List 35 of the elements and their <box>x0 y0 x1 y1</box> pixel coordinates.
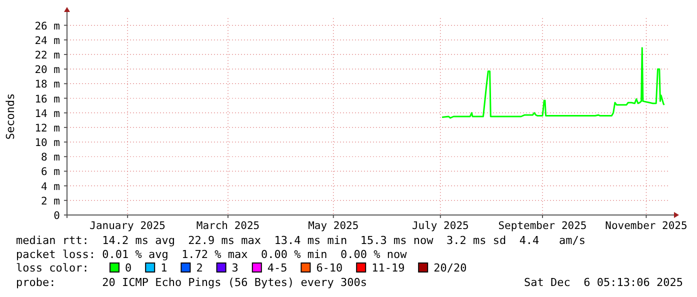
y-tick-label: 0 <box>54 210 60 222</box>
y-tick-label: 18 m <box>34 78 60 91</box>
y-tick-label: 26 m <box>34 20 60 32</box>
legend-label: 3 <box>232 262 238 274</box>
line-series <box>441 47 666 119</box>
x-tick-label: September 2025 <box>498 220 587 232</box>
legend-title: loss color: <box>16 262 89 274</box>
legend-label: 0 <box>125 262 132 274</box>
y-tick-label: 6 m <box>41 166 60 178</box>
y-axis-title: Seconds <box>4 93 17 140</box>
legend-label: 1 <box>160 262 168 274</box>
text: probe: 20 ICMP Echo Pings (56 Bytes) every 300s <box>16 276 367 289</box>
y-tick-label: 10 m <box>34 137 60 150</box>
text: median rtt: 14.2 ms avg 22.9 ms max 13.4 ms min 15.3 ms now 3.2 ms sd 4.4 am/s <box>16 234 586 247</box>
x-tick-label: July 2025 <box>412 220 469 232</box>
y-tick-label: 16 m <box>34 93 60 106</box>
text: packet loss: 0.01 % avg 1.72 % max 0.00 % min 0.00 % now <box>16 248 408 261</box>
legend-label: 4-5 <box>267 262 288 274</box>
x-tick-label: January 2025 <box>90 220 166 232</box>
y-tick-label: 22 m <box>34 49 60 62</box>
y-tick-label: 24 m <box>34 34 60 47</box>
legend-label: 20/20 <box>434 262 467 274</box>
y-tick-label: 20 m <box>34 64 60 76</box>
legend-label: 2 <box>196 262 203 274</box>
y-tick-label: 8 m <box>41 152 60 164</box>
y-tick-label: 4 m <box>41 180 60 193</box>
legend-label: 11-19 <box>372 262 405 274</box>
y-tick-label: 14 m <box>34 108 60 120</box>
text: Sat Dec 6 05:13:06 2025 <box>524 276 683 289</box>
x-tick-label: November 2025 <box>605 220 688 232</box>
y-tick-label: 12 m <box>34 122 60 134</box>
x-tick-label: May 2025 <box>308 220 359 232</box>
legend-label: 6-10 <box>316 262 343 274</box>
x-tick-label: March 2025 <box>196 220 260 232</box>
y-tick-label: 2 m <box>41 195 60 208</box>
